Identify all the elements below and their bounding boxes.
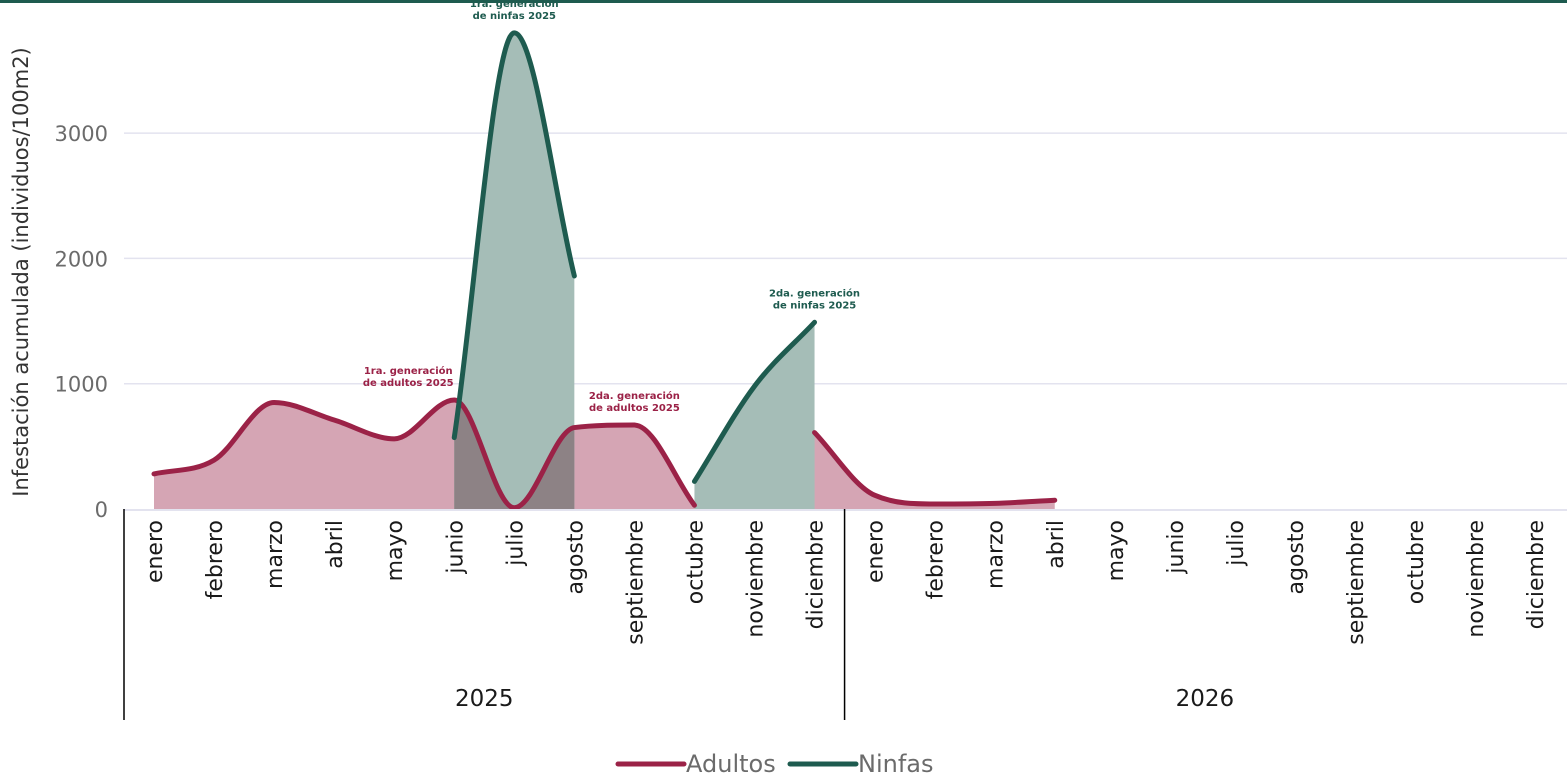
x-tick-label: diciembre	[1524, 520, 1549, 629]
legend-label: Adultos	[686, 750, 776, 776]
x-tick-label: septiembre	[623, 520, 648, 645]
annotation-line-2: de adultos 2025	[363, 378, 454, 389]
legend-item-adultos[interactable]: Adultos	[615, 750, 776, 776]
x-tick-label: marzo	[263, 520, 288, 589]
x-tick-label: marzo	[984, 520, 1009, 589]
x-tick-label: julio	[503, 520, 528, 567]
adultos-line	[151, 397, 697, 511]
x-tick-label: febrero	[203, 520, 228, 599]
adultos-line	[812, 430, 1058, 507]
series-lines	[151, 30, 1058, 511]
y-axis-label: Infestación acumulada (individuos/100m2)	[9, 47, 33, 497]
annotation-line-2: de ninfas 2025	[473, 11, 556, 22]
x-tick-label: abril	[1044, 520, 1069, 569]
y-tick-label: 1000	[55, 373, 108, 397]
adultos-area	[814, 432, 1055, 509]
x-tick-label: enero	[864, 520, 889, 583]
x-tick-label: junio	[1164, 520, 1189, 575]
grid-lines	[124, 132, 1567, 385]
year-label: 2026	[1176, 686, 1235, 712]
year-label: 2025	[455, 686, 514, 712]
x-tick-label: febrero	[924, 520, 949, 599]
annotation-line-1: 1ra. generación	[470, 0, 559, 10]
legend-label: Ninfas	[858, 750, 934, 776]
y-tick-label: 2000	[55, 247, 108, 271]
ninfas-line	[691, 319, 818, 484]
ninfas-area	[694, 322, 815, 509]
x-tick-label: diciembre	[804, 520, 829, 629]
axes	[123, 509, 1567, 720]
x-tick-label: enero	[143, 520, 168, 583]
x-tick-label: julio	[1224, 520, 1249, 567]
x-tick-label: abril	[323, 520, 348, 569]
x-tick-label: agosto	[1284, 520, 1309, 594]
overlap-area	[454, 399, 695, 509]
annotation-line-1: 2da. generación	[769, 287, 860, 299]
area-fills	[154, 32, 1055, 510]
x-tick-label: junio	[443, 520, 468, 575]
x-tick-label: octubre	[683, 520, 708, 604]
annotation-line-1: 2da. generación	[589, 390, 680, 402]
y-tick-label: 0	[95, 498, 108, 522]
legend-item-ninfas[interactable]: Ninfas	[787, 750, 934, 776]
x-tick-label: agosto	[563, 520, 588, 594]
annotation-line-2: de ninfas 2025	[773, 300, 856, 311]
y-tick-label: 3000	[55, 122, 108, 146]
x-tick-label: mayo	[383, 520, 408, 581]
x-tick-label: noviembre	[744, 520, 769, 638]
annotation-line-1: 1ra. generación	[364, 365, 453, 377]
overlap-fills	[454, 399, 695, 509]
legend: Adultos Ninfas	[615, 750, 934, 776]
x-tick-label: mayo	[1104, 520, 1129, 581]
x-tick-label: septiembre	[1344, 520, 1369, 645]
ninfas-area	[454, 32, 575, 510]
x-tick-label: noviembre	[1464, 520, 1489, 638]
annotation-line-2: de adultos 2025	[589, 403, 680, 414]
year-labels: 2025 2026	[455, 686, 1234, 712]
y-tick-labels: 0 1000 2000 3000	[55, 122, 108, 522]
x-tick-label: octubre	[1404, 520, 1429, 604]
ninfas-line	[451, 30, 577, 441]
x-tick-labels: enero febrero marzo abril mayo junio julio agos…	[143, 520, 1549, 645]
